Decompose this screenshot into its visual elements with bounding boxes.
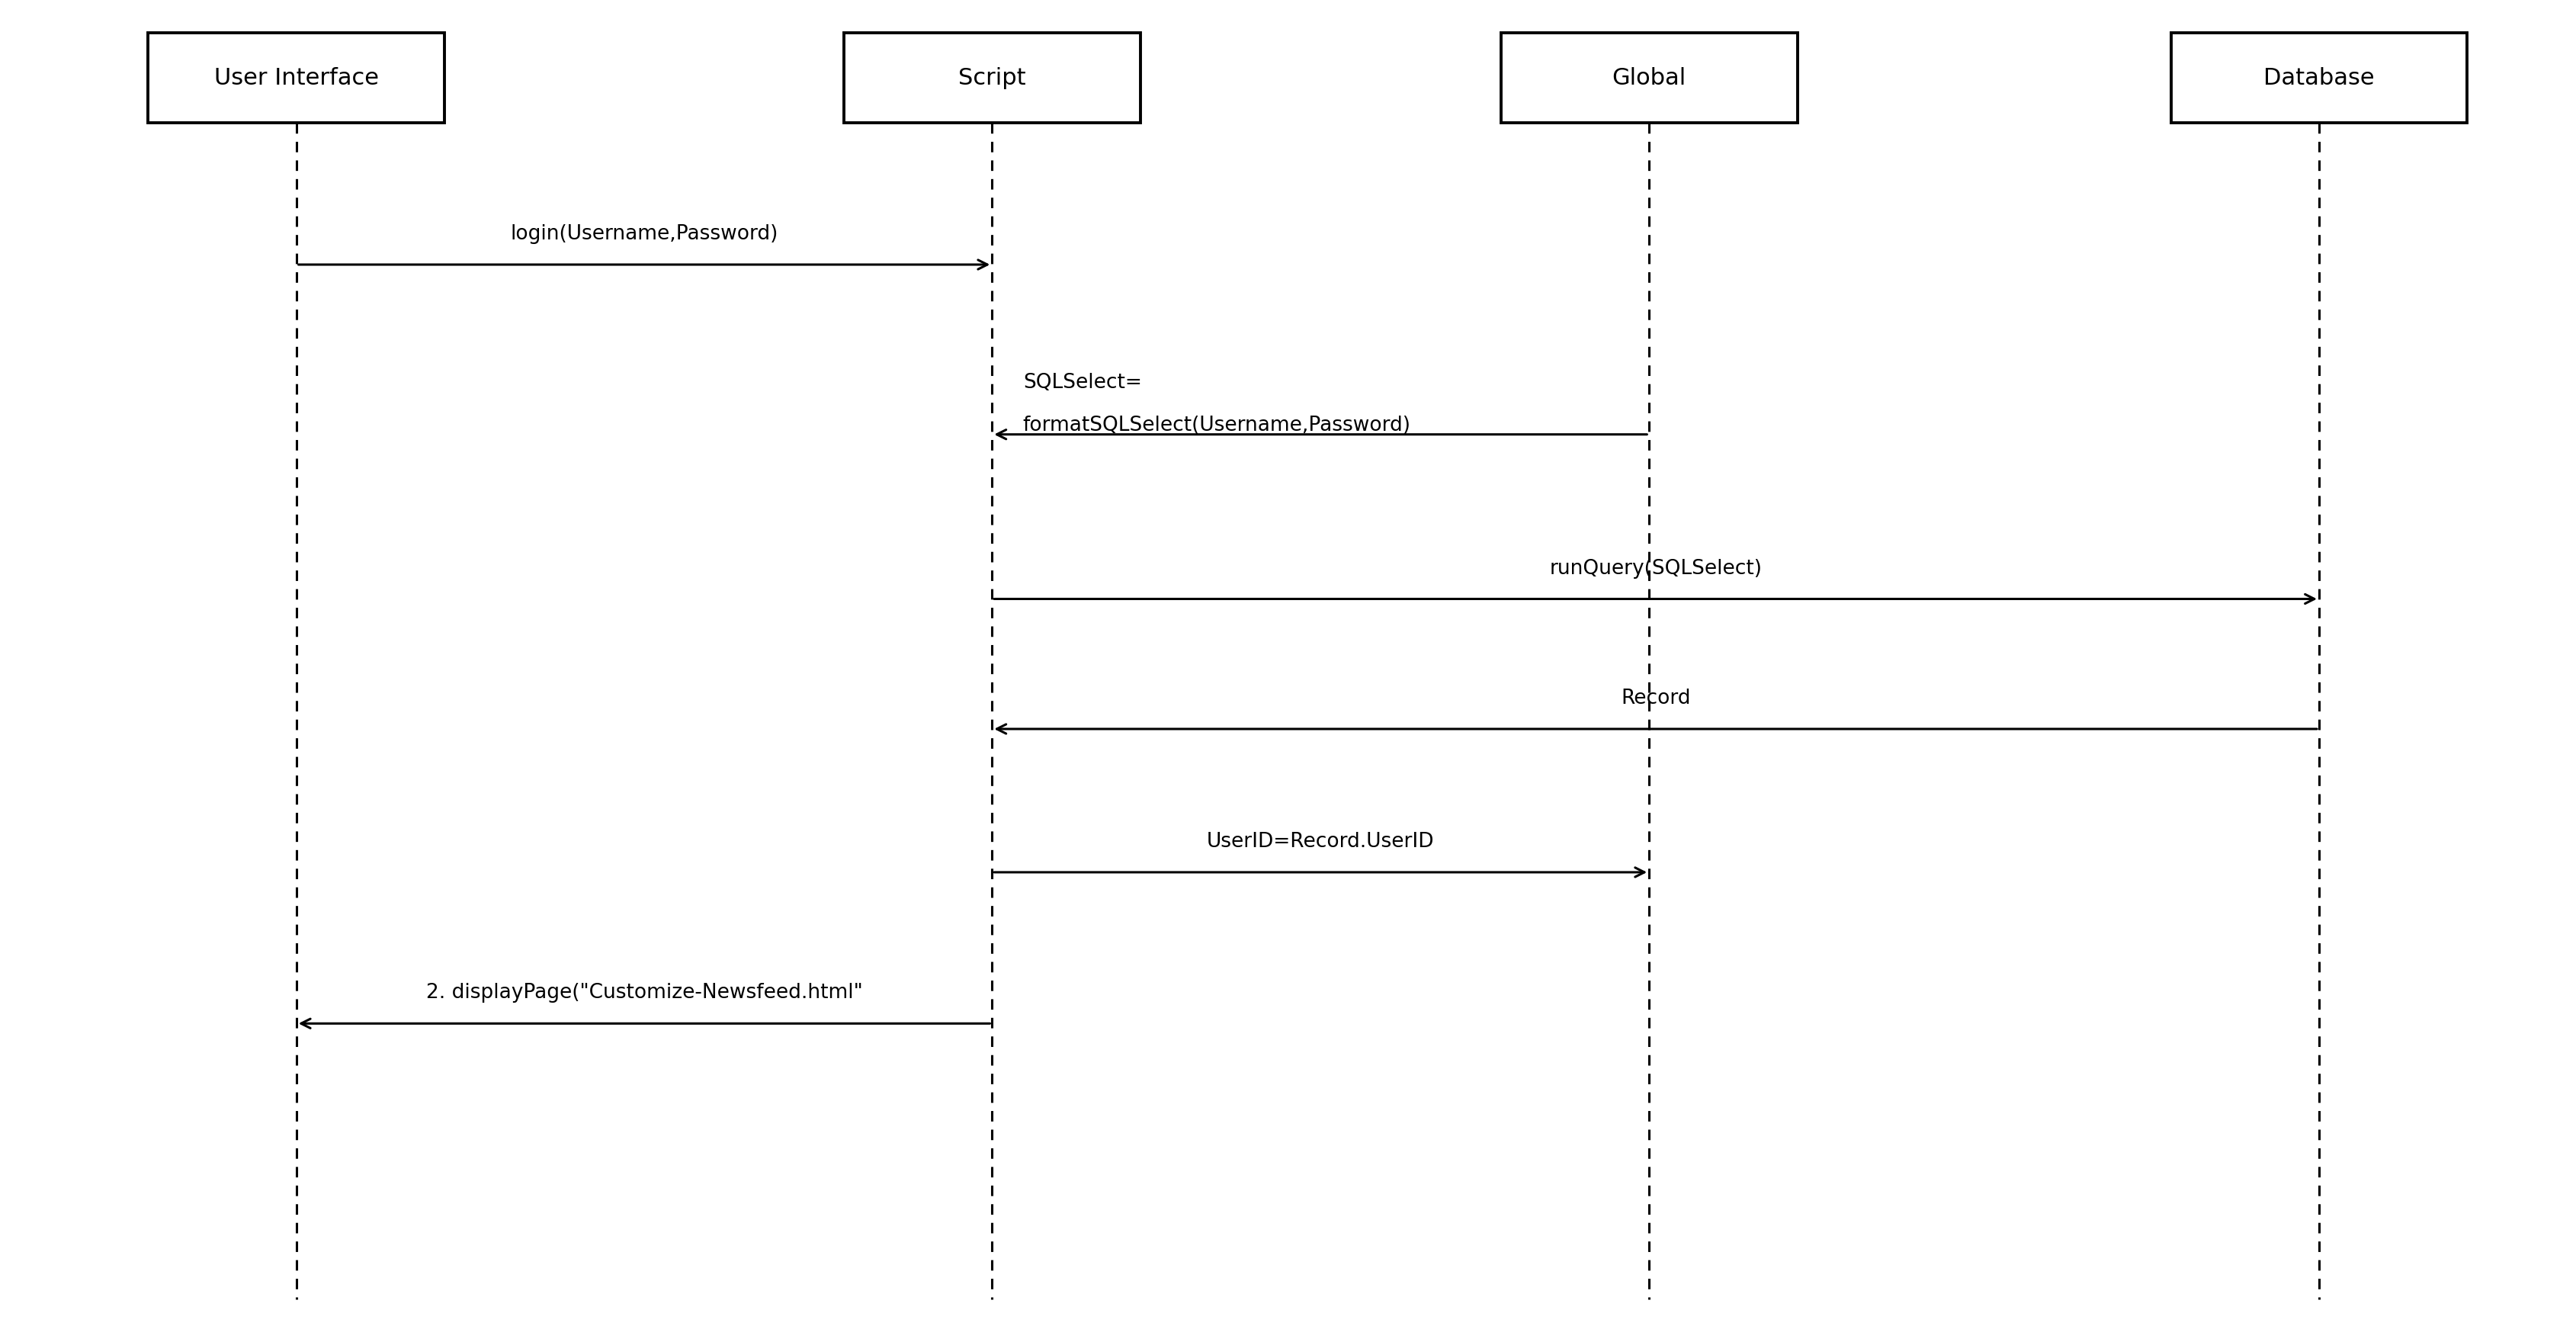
Text: User Interface: User Interface xyxy=(214,68,379,89)
Bar xyxy=(2169,33,2468,123)
Text: 2. displayPage("Customize-Newsfeed.html": 2. displayPage("Customize-Newsfeed.html" xyxy=(425,983,863,1002)
Text: Record: Record xyxy=(1620,688,1690,708)
Text: SQLSelect=: SQLSelect= xyxy=(1023,373,1141,392)
Bar xyxy=(845,33,1139,123)
Text: runQuery(SQLSelect): runQuery(SQLSelect) xyxy=(1548,558,1762,578)
Text: Database: Database xyxy=(2262,68,2375,89)
Text: Global: Global xyxy=(1613,68,1685,89)
Text: UserID=Record.UserID: UserID=Record.UserID xyxy=(1206,831,1435,851)
Text: Script: Script xyxy=(958,68,1025,89)
Bar xyxy=(1499,33,1798,123)
Bar xyxy=(149,33,446,123)
Text: login(Username,Password): login(Username,Password) xyxy=(510,224,778,244)
Text: formatSQLSelect(Username,Password): formatSQLSelect(Username,Password) xyxy=(1023,415,1412,435)
